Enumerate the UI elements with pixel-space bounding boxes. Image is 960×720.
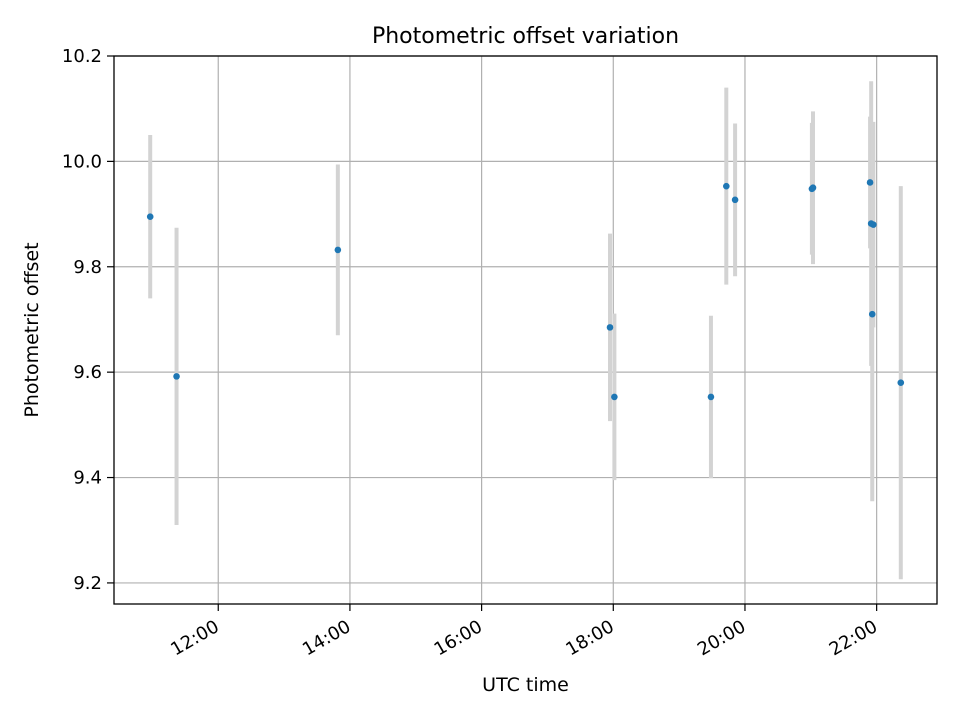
y-tick-label: 9.4 [73,468,102,489]
error-bars [148,81,903,580]
x-tick-label: 14:00 [299,616,354,660]
chart-title: Photometric offset variation [372,24,679,49]
data-point [723,182,730,190]
y-tick-label: 10.0 [62,151,102,172]
plot-frame [113,55,938,605]
data-point [611,393,618,401]
y-tick-label: 10.2 [62,46,102,67]
x-axis-label: UTC time [482,674,569,696]
x-axis-ticks: 12:00 14:00 16:00 18:00 20:00 22:00 [167,604,881,660]
x-tick-label: 18:00 [562,616,617,660]
data-point [870,221,877,228]
y-tick-label: 9.2 [73,573,102,594]
data-point [173,373,180,380]
y-axis-label: Photometric offset [21,242,43,417]
y-tick-label: 9.8 [73,257,102,278]
y-axis-ticks: 9.2 9.4 9.6 9.8 10.0 10.2 [62,46,114,594]
x-tick-label: 20:00 [694,616,749,660]
data-point [707,393,715,401]
data-point [731,196,739,204]
data-point [809,184,817,192]
x-tick-label: 12:00 [167,616,222,660]
x-tick-label: 22:00 [826,616,881,660]
data-point [606,324,614,331]
data-points [146,179,905,401]
data-point [897,379,905,386]
data-point [866,179,874,186]
data-point [146,213,154,221]
data-point [334,246,342,254]
data-point [868,310,876,318]
x-tick-label: 16:00 [431,616,486,660]
y-tick-label: 9.6 [73,362,102,383]
